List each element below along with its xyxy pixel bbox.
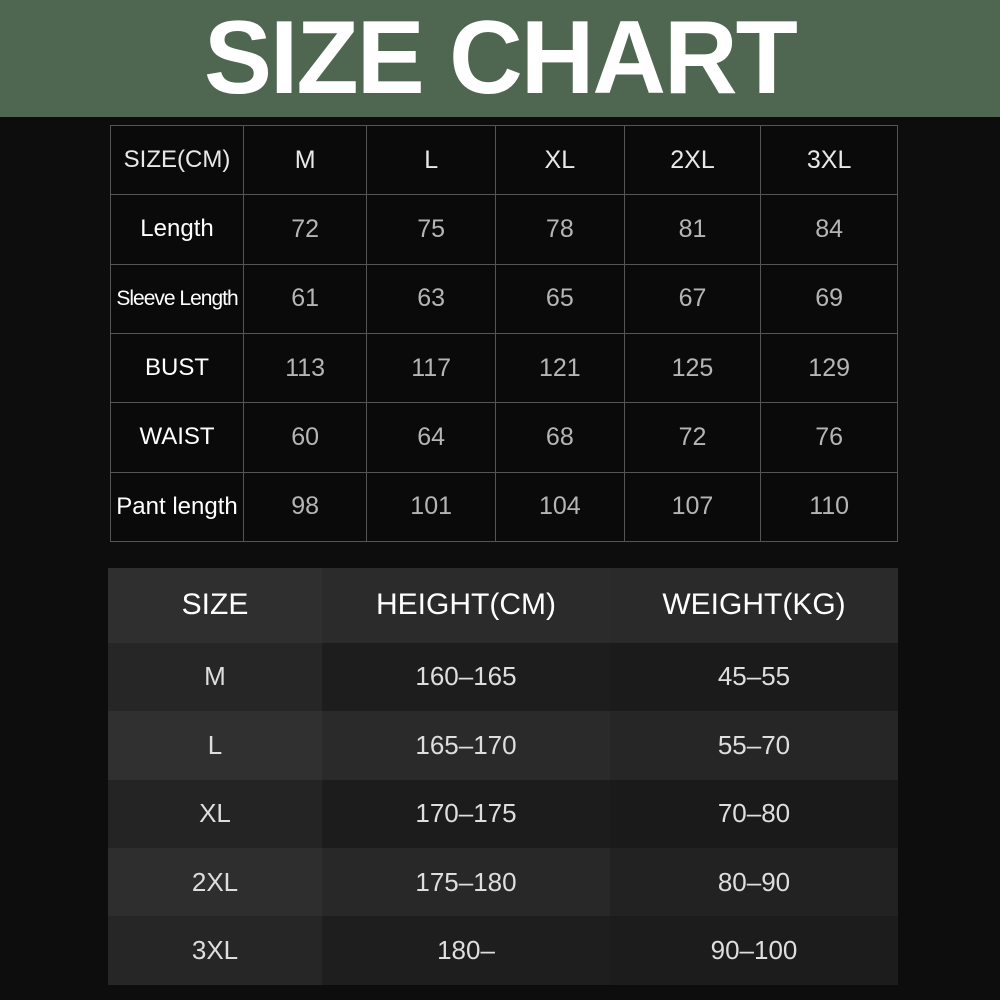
header-cell: 3XL <box>760 124 898 196</box>
table-cell: 175–180 <box>322 848 610 917</box>
table-cell: 117 <box>366 332 496 404</box>
row-label: Pant length <box>110 471 244 543</box>
table-cell: L <box>108 711 322 780</box>
table-cell: 72 <box>242 194 368 265</box>
table-row: BUST 113 117 121 125 129 <box>110 332 898 404</box>
table-cell: 160–165 <box>322 642 610 712</box>
header-cell: HEIGHT(CM) <box>322 568 610 643</box>
table-cell: 67 <box>623 263 762 334</box>
table-cell: 61 <box>242 263 368 334</box>
table-cell: 76 <box>760 402 898 473</box>
table-header-row: SIZE HEIGHT(CM) WEIGHT(KG) <box>108 568 898 643</box>
header-cell: SIZE <box>108 568 322 643</box>
table-cell: 90–100 <box>610 916 898 985</box>
table-row: 2XL 175–180 80–90 <box>108 848 898 917</box>
table-cell: 125 <box>623 332 762 404</box>
table-row: XL 170–175 70–80 <box>108 779 898 849</box>
table-cell: 104 <box>495 471 625 543</box>
table-row: M 160–165 45–55 <box>108 642 898 712</box>
measurements-table: SIZE(CM) M L XL 2XL 3XL Length 72 75 78 81 84… <box>110 124 898 543</box>
table-cell: 81 <box>623 194 762 265</box>
table-cell: 110 <box>760 471 898 543</box>
table-cell: 101 <box>366 471 496 543</box>
table-row: Pant length 98 101 104 107 110 <box>110 471 898 543</box>
table-cell: 45–55 <box>610 642 898 712</box>
table-cell: 165–170 <box>322 711 610 780</box>
table-cell: 84 <box>760 194 898 265</box>
table-cell: XL <box>108 779 322 849</box>
table-cell: 113 <box>242 332 368 404</box>
table-cell: 65 <box>495 263 625 334</box>
header-cell: M <box>242 124 368 196</box>
row-label: Length <box>110 194 244 265</box>
table-cell: 70–80 <box>610 779 898 849</box>
header-cell: SIZE(CM) <box>110 124 244 196</box>
table-cell: 129 <box>760 332 898 404</box>
page-title: SIZE CHART <box>204 0 798 116</box>
table-row: 3XL 180– 90–100 <box>108 916 898 985</box>
table-row: Sleeve Length 61 63 65 67 69 <box>110 263 898 334</box>
header-cell: 2XL <box>623 124 762 196</box>
table-cell: 98 <box>242 471 368 543</box>
row-label: Sleeve Length <box>110 263 244 334</box>
header-cell: WEIGHT(KG) <box>610 568 898 643</box>
table-cell: 2XL <box>108 848 322 917</box>
table-cell: 78 <box>495 194 625 265</box>
table-cell: 3XL <box>108 916 322 985</box>
row-label: BUST <box>110 332 244 404</box>
table-cell: 75 <box>366 194 496 265</box>
table-row: Length 72 75 78 81 84 <box>110 194 898 265</box>
table-row: WAIST 60 64 68 72 76 <box>110 402 898 473</box>
table-header-row: SIZE(CM) M L XL 2XL 3XL <box>110 124 898 196</box>
table-cell: 64 <box>366 402 496 473</box>
table-cell: 69 <box>760 263 898 334</box>
table-cell: M <box>108 642 322 712</box>
title-banner: SIZE CHART <box>0 0 1000 117</box>
table-cell: 60 <box>242 402 368 473</box>
table-cell: 107 <box>623 471 762 543</box>
header-cell: L <box>366 124 496 196</box>
fit-guide-table: SIZE HEIGHT(CM) WEIGHT(KG) M 160–165 45–55… <box>108 568 898 985</box>
table-cell: 180– <box>322 916 610 985</box>
table-cell: 63 <box>366 263 496 334</box>
header-cell: XL <box>495 124 625 196</box>
table-cell: 72 <box>623 402 762 473</box>
table-cell: 170–175 <box>322 779 610 849</box>
table-cell: 55–70 <box>610 711 898 780</box>
row-label: WAIST <box>110 402 244 473</box>
table-cell: 68 <box>495 402 625 473</box>
table-cell: 121 <box>495 332 625 404</box>
table-cell: 80–90 <box>610 848 898 917</box>
table-row: L 165–170 55–70 <box>108 711 898 780</box>
